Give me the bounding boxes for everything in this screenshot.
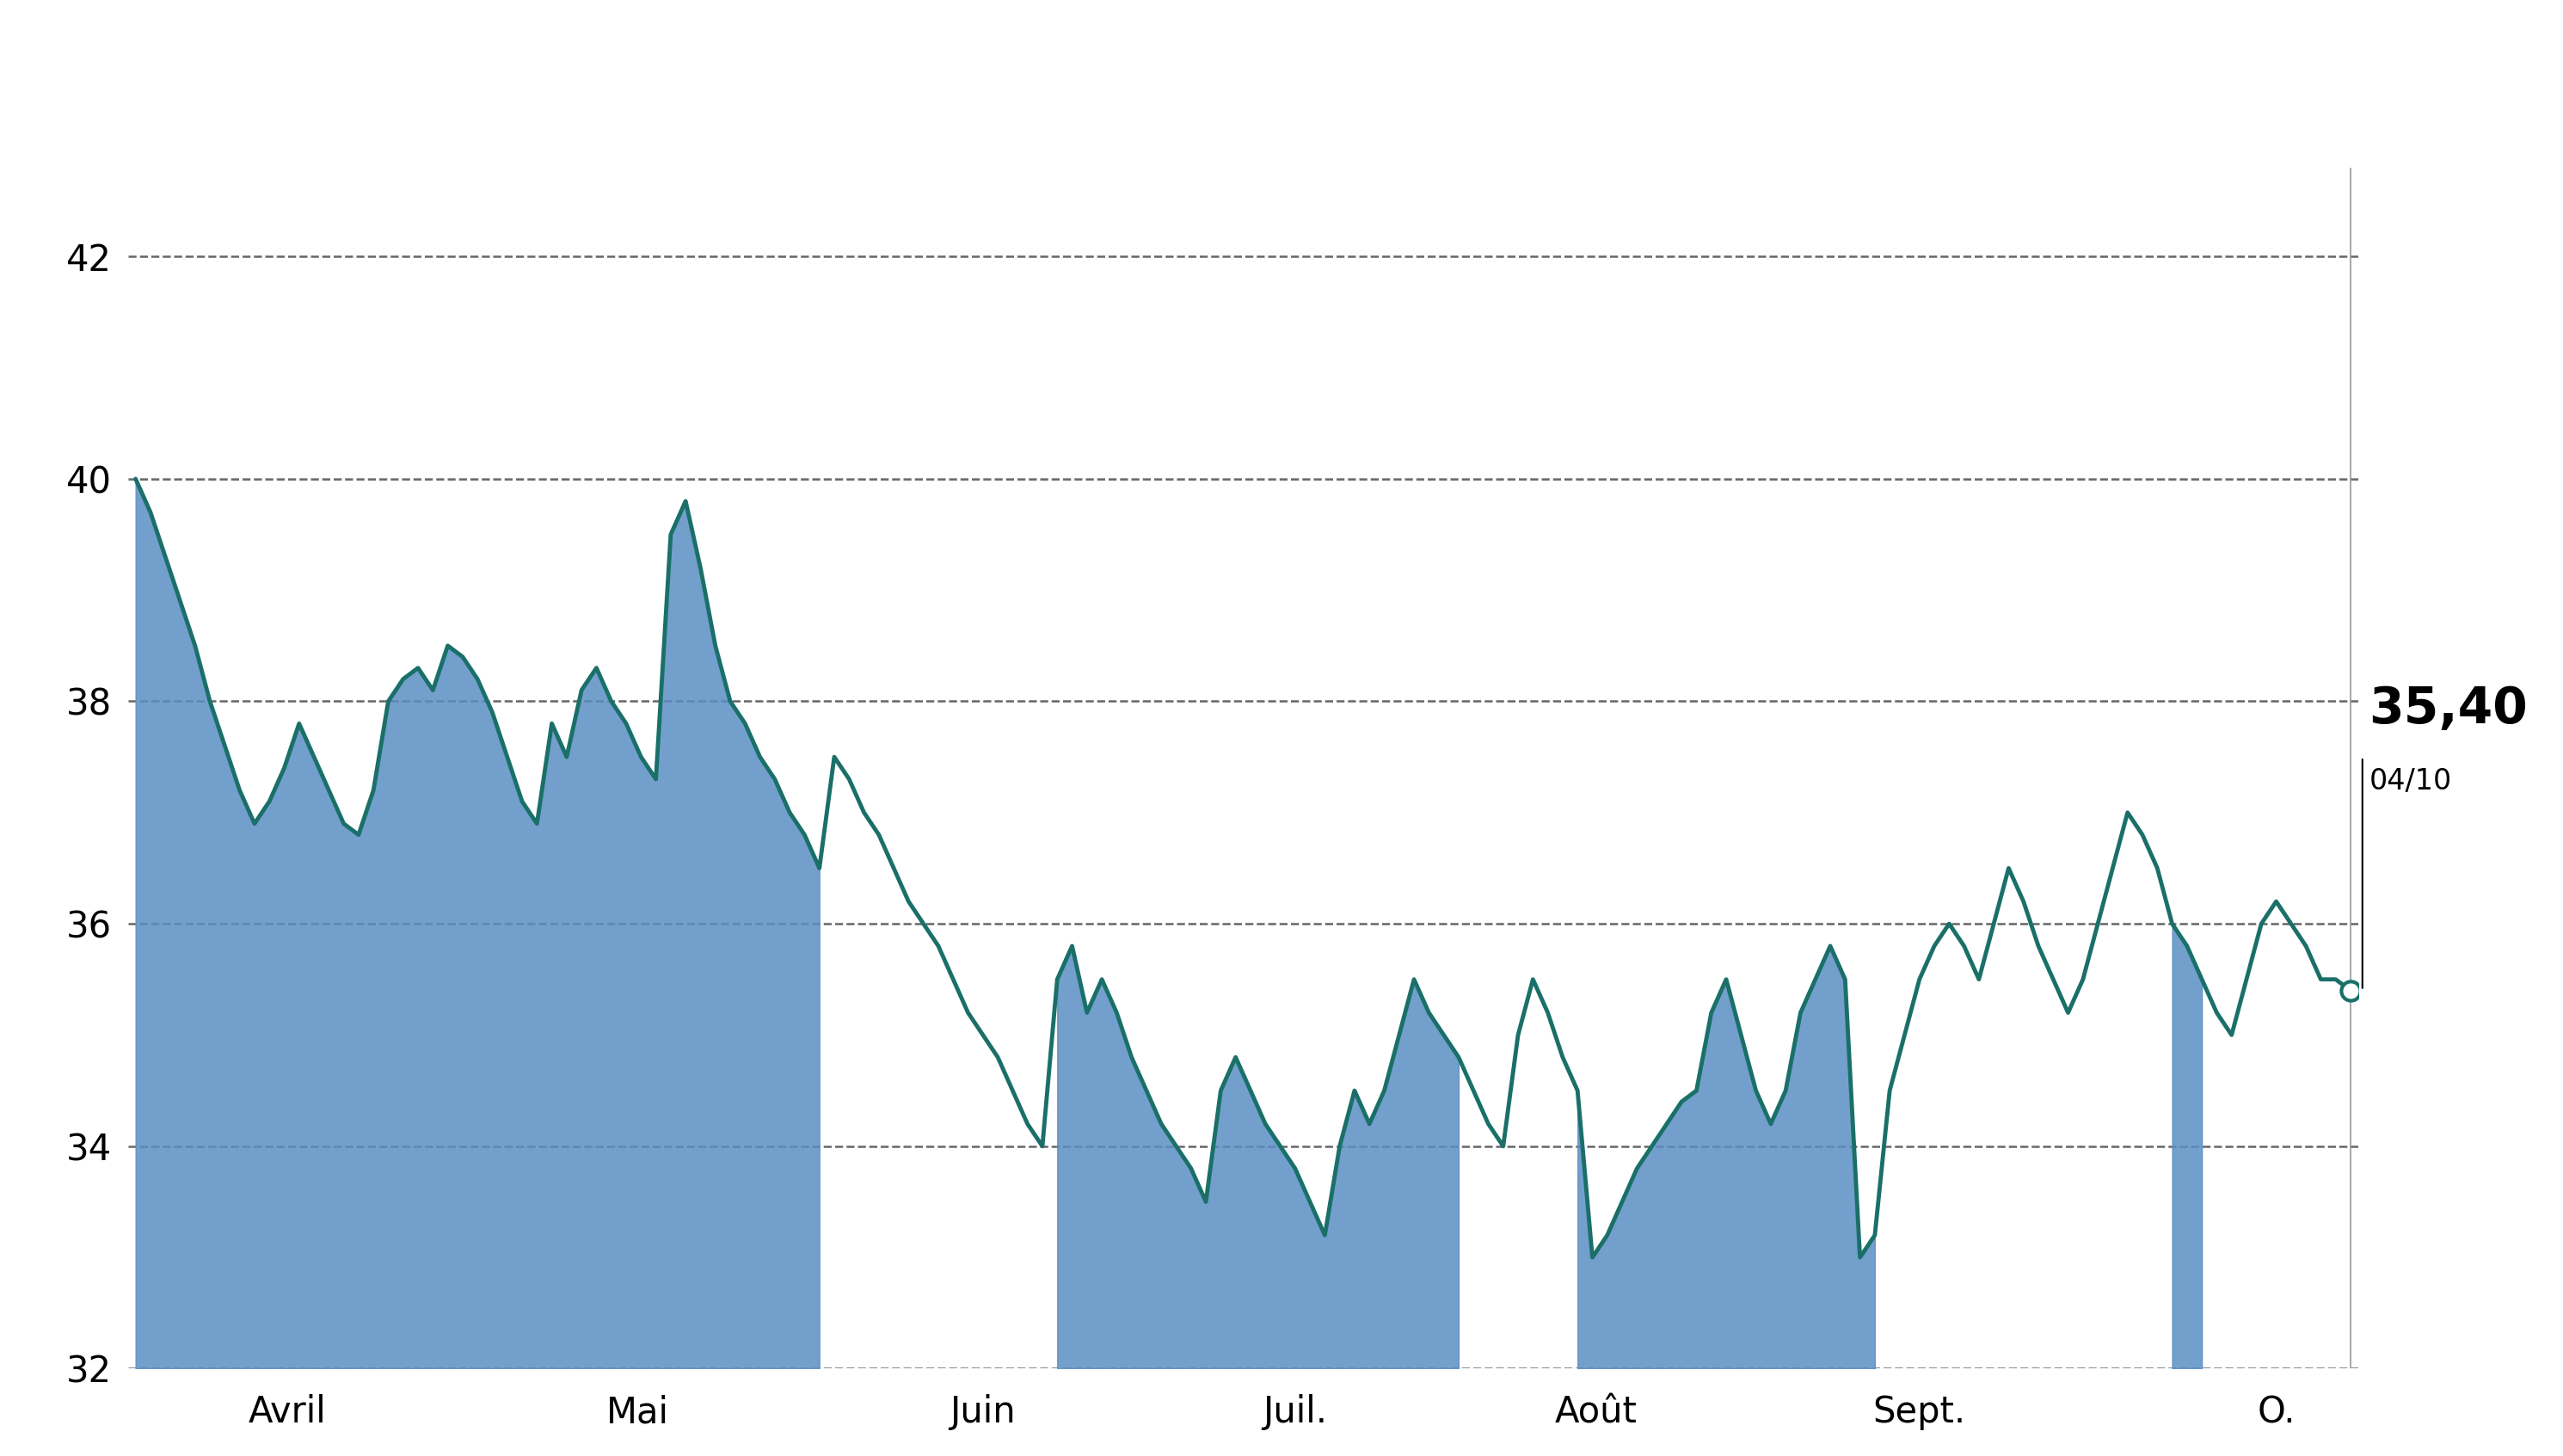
Text: 04/10: 04/10 [2368,767,2453,795]
Text: DASSAULT SYSTEMES: DASSAULT SYSTEMES [638,17,1925,121]
Text: 35,40: 35,40 [2368,684,2527,734]
